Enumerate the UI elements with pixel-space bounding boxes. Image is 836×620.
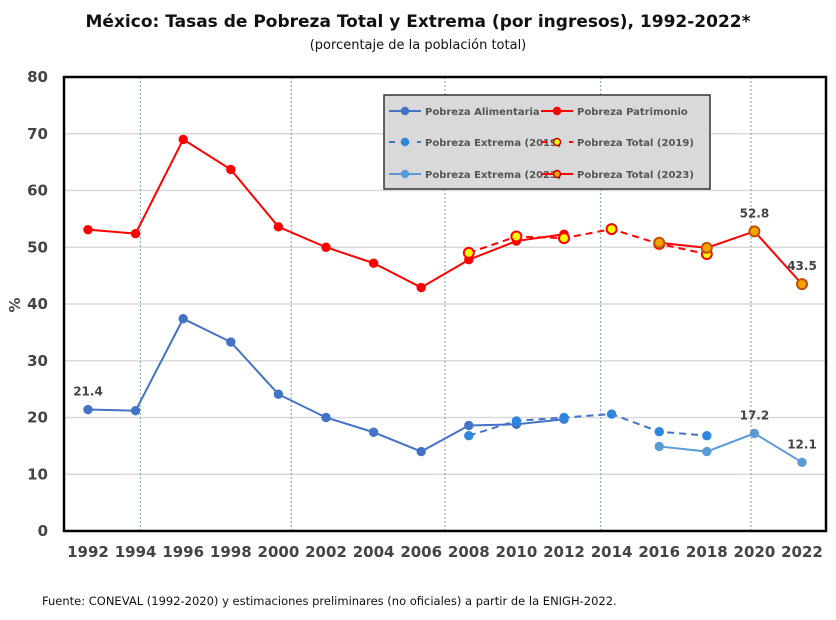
legend-label: Pobreza Alimentaria bbox=[425, 107, 540, 118]
legend-swatch-marker bbox=[400, 137, 410, 147]
data-point bbox=[178, 314, 188, 324]
x-tick-label: 2000 bbox=[258, 543, 300, 561]
series-line bbox=[659, 432, 803, 464]
y-tick-label: 40 bbox=[27, 295, 48, 313]
data-point bbox=[130, 405, 141, 416]
data-point bbox=[702, 430, 712, 441]
legend-label: Pobreza Total (2023) bbox=[577, 170, 694, 181]
series-line bbox=[659, 230, 803, 285]
chart-title: México: Tasas de Pobreza Total y Extrema… bbox=[85, 12, 751, 32]
y-tick-label: 50 bbox=[27, 238, 48, 256]
data-point bbox=[700, 241, 713, 254]
data-point bbox=[464, 430, 474, 441]
y-tick-label: 70 bbox=[27, 125, 48, 143]
x-tick-label: 1998 bbox=[210, 543, 252, 561]
series-line bbox=[87, 317, 565, 453]
data-point bbox=[273, 389, 284, 399]
data-point bbox=[749, 428, 760, 439]
x-tick-label: 2008 bbox=[448, 543, 490, 561]
x-tick-label: 2020 bbox=[734, 543, 776, 561]
data-label: 52.8 bbox=[740, 206, 770, 220]
x-tick-label: 2018 bbox=[686, 543, 728, 561]
data-point bbox=[748, 225, 761, 238]
legend-label: Pobreza Extrema (2019) bbox=[425, 138, 562, 149]
data-point bbox=[462, 246, 475, 259]
x-tick-label: 2002 bbox=[305, 543, 347, 561]
data-point bbox=[559, 412, 569, 423]
data-label: 21.4 bbox=[73, 385, 103, 399]
legend-swatch-marker bbox=[400, 106, 410, 116]
series-line bbox=[468, 228, 708, 256]
data-point bbox=[321, 242, 331, 252]
series-line bbox=[468, 413, 707, 437]
y-tick-label: 20 bbox=[27, 409, 48, 427]
y-tick-label: 80 bbox=[27, 68, 48, 86]
x-tick-label: 2022 bbox=[781, 543, 823, 561]
data-point bbox=[510, 230, 523, 243]
x-tick-label: 1992 bbox=[67, 543, 109, 561]
data-point bbox=[797, 457, 807, 468]
data-point bbox=[273, 222, 284, 232]
data-point bbox=[178, 134, 188, 145]
x-tick-label: 2012 bbox=[543, 543, 585, 561]
data-point bbox=[226, 164, 236, 175]
data-point bbox=[654, 441, 664, 452]
data-point bbox=[83, 224, 93, 235]
y-tick-label: 60 bbox=[27, 182, 48, 200]
data-point bbox=[368, 427, 379, 437]
x-tick-label: 1996 bbox=[162, 543, 204, 561]
data-point bbox=[368, 258, 379, 268]
data-point bbox=[511, 416, 522, 426]
legend-swatch-marker bbox=[552, 169, 562, 179]
y-tick-label: 10 bbox=[27, 465, 48, 483]
data-label: 17.2 bbox=[740, 408, 770, 422]
legend-swatch-marker bbox=[552, 137, 562, 147]
data-point bbox=[416, 446, 426, 457]
y-tick-label: 0 bbox=[38, 522, 48, 540]
x-tick-label: 2006 bbox=[400, 543, 442, 561]
legend-swatch-marker bbox=[552, 106, 562, 116]
chart-subtitle: (porcentaje de la población total) bbox=[309, 38, 527, 53]
y-axis-label: % bbox=[6, 297, 24, 312]
data-point bbox=[606, 409, 617, 419]
data-point bbox=[464, 420, 474, 431]
data-point bbox=[558, 232, 570, 245]
y-tick-label: 30 bbox=[27, 352, 48, 370]
x-tick-label: 2004 bbox=[353, 543, 395, 561]
data-point bbox=[653, 236, 666, 249]
legend-label: Pobreza Extrema (2023) bbox=[425, 170, 562, 181]
data-point bbox=[654, 426, 664, 437]
source-note: Fuente: CONEVAL (1992-2020) y estimacion… bbox=[42, 594, 617, 608]
data-point bbox=[605, 223, 618, 236]
x-tick-label: 1994 bbox=[115, 543, 157, 561]
data-label: 12.1 bbox=[787, 437, 817, 451]
legend-label: Pobreza Patrimonio bbox=[577, 107, 688, 118]
data-point bbox=[226, 337, 236, 347]
data-point bbox=[83, 404, 93, 415]
x-tick-label: 2010 bbox=[496, 543, 538, 561]
plot-border bbox=[62, 75, 828, 533]
legend-swatch-marker bbox=[400, 169, 410, 179]
legend-label: Pobreza Total (2019) bbox=[577, 138, 694, 149]
data-point bbox=[321, 412, 331, 423]
x-tick-label: 2016 bbox=[638, 543, 680, 561]
data-point bbox=[130, 228, 141, 239]
data-point bbox=[796, 278, 808, 291]
data-point bbox=[416, 282, 426, 293]
data-point bbox=[702, 446, 712, 457]
data-label: 43.5 bbox=[787, 259, 817, 273]
x-tick-label: 2014 bbox=[591, 543, 633, 561]
